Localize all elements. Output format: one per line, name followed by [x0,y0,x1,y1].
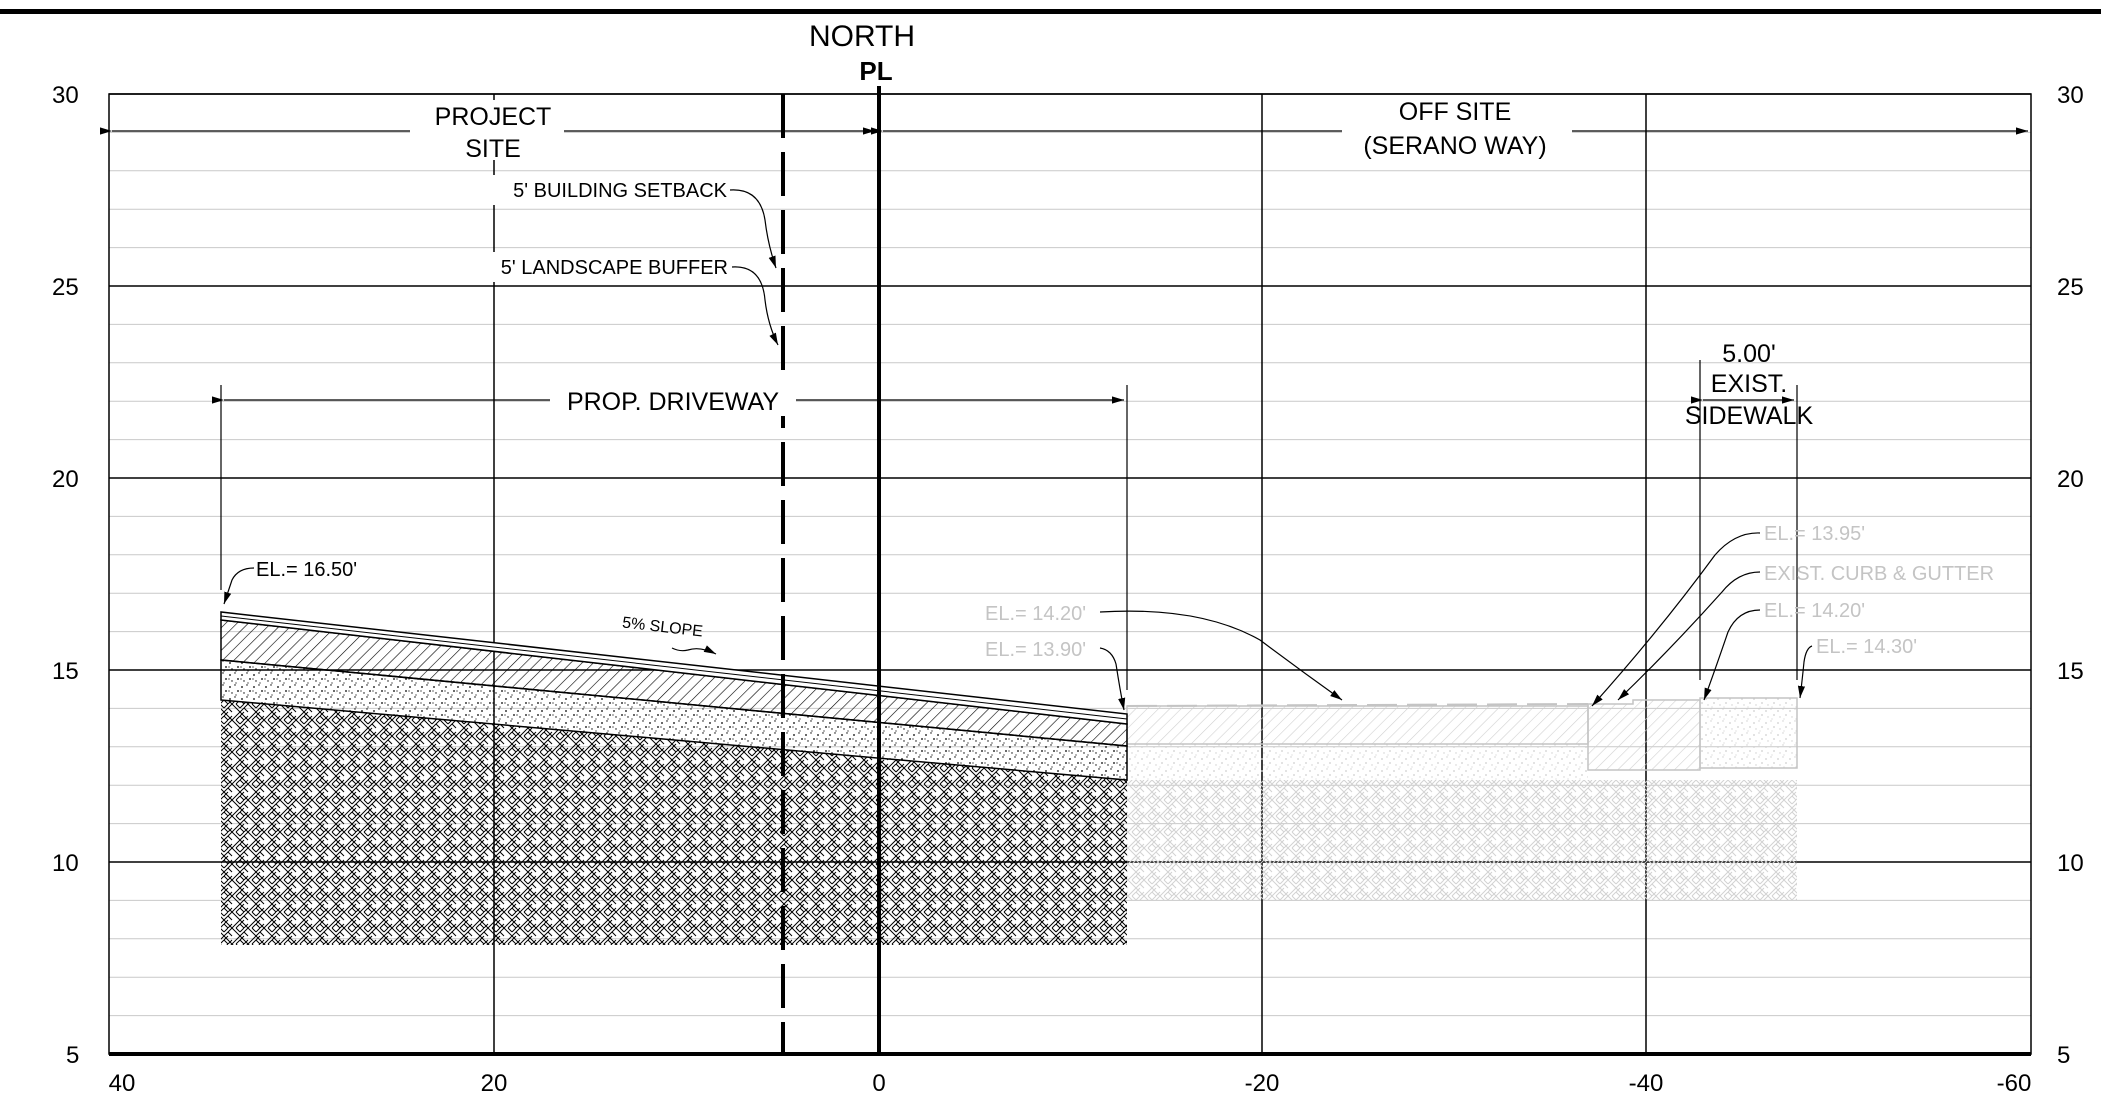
off-site-label: (SERANO WAY) [1363,132,1546,160]
subgrade-layer [221,700,1127,945]
x-tick: 40 [109,1070,136,1093]
x-tick: -60 [1997,1070,2032,1093]
elevation-label: EL.= 14.30' [1816,636,1917,658]
y-tick-left: 15 [52,658,79,685]
y-tick-right: 20 [2057,466,2084,493]
y-tick-left: 5 [66,1042,79,1069]
existing-pavement [1126,705,1589,745]
x-tick: -20 [1245,1070,1280,1093]
x-tick: 20 [481,1070,508,1093]
surface-line [220,615,1128,720]
y-tick-right: 25 [2057,274,2084,301]
north-label: NORTH [809,20,915,53]
top-border [0,9,2101,14]
elevation-label: EL.= 13.95' [1764,523,1865,545]
elevation-leader [1797,645,1813,699]
building-setback-leader [729,189,777,269]
curb-gutter-label: EXIST. CURB & GUTTER [1764,563,1994,585]
elevation-label: EL.= 16.50' [256,559,357,581]
landscape-buffer-leader [731,266,779,346]
existing-section [1126,697,1798,900]
existing-base-layer [1127,744,1588,780]
sidewalk-label: EXIST. [1711,370,1787,398]
y-tick-left: 30 [52,82,79,109]
off-site-label: OFF SITE [1399,98,1512,126]
building-setback-label: 5' BUILDING SETBACK [513,180,728,202]
x-tick: 0 [872,1070,885,1093]
elevation-leader [1099,610,1343,701]
y-tick-left: 25 [52,274,79,301]
x-tick: -40 [1629,1070,1664,1093]
landscape-buffer-label: 5' LANDSCAPE BUFFER [501,257,728,279]
y-tick-right: 15 [2057,658,2084,685]
elevation-label: EL.= 14.20' [1764,600,1865,622]
y-tick-left: 20 [52,466,79,493]
sidewalk-label: SIDEWALK [1685,402,1814,430]
y-axis-right: 30 25 20 15 10 5 [2057,82,2084,1069]
elevation-leader [1703,609,1761,701]
project-site-label: SITE [465,135,521,163]
x-axis: 40 20 0 -20 -40 -60 [109,1070,2032,1093]
elevation-leader [1591,532,1761,707]
existing-subgrade [1127,780,1797,900]
sidewalk-width-label: 5.00' [1722,340,1775,368]
prop-driveway-label: PROP. DRIVEWAY [567,388,779,416]
existing-curb-gutter [1587,699,1701,771]
slope-label: 5% SLOPE [621,615,703,641]
y-tick-right: 30 [2057,82,2084,109]
driveway-section [220,611,1128,945]
elevation-leader [223,567,255,605]
curb-gutter-leader [1617,571,1761,701]
y-tick-right: 5 [2057,1042,2070,1069]
y-tick-left: 10 [52,850,79,877]
existing-sidewalk [1699,697,1798,769]
elevation-label: EL.= 14.20' [985,603,1086,625]
pl-symbol: PL [859,56,892,86]
existing-surface-dash [1126,703,1589,707]
y-axis-left: 30 25 20 15 10 5 [52,82,79,1069]
project-site-label: PROJECT [435,103,552,131]
slope-arrow [671,645,717,655]
elevation-leader [1099,647,1126,711]
y-tick-right: 10 [2057,850,2084,877]
elevation-label: EL.= 13.90' [985,639,1086,661]
